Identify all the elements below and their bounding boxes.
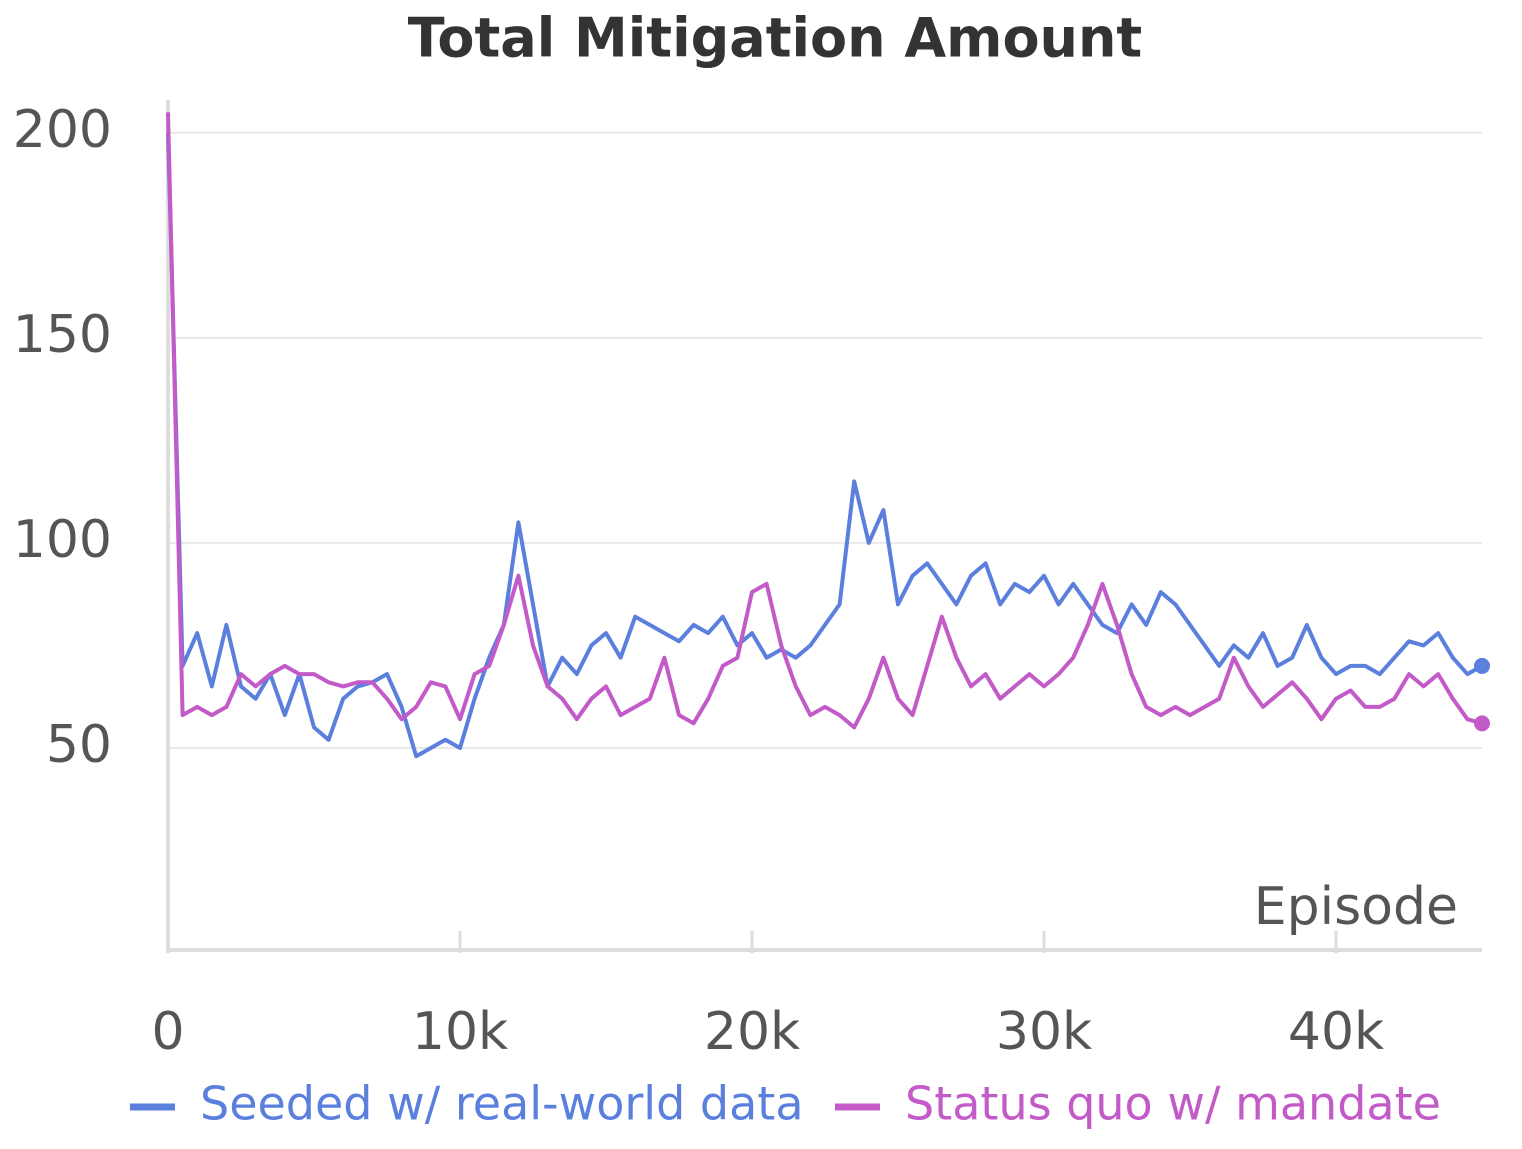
- x-tick-label: 40k: [1288, 1002, 1384, 1062]
- series-line: [166, 132, 1483, 759]
- y-tick-label: 150: [13, 305, 112, 365]
- y-tick-label: 100: [13, 510, 112, 570]
- end-point: [1474, 715, 1490, 732]
- y-tick-label: 200: [13, 100, 112, 160]
- series-line: [166, 112, 1483, 730]
- x-tick-label: 30k: [996, 1002, 1092, 1062]
- y-tick-label: 50: [46, 715, 112, 775]
- x-tick-label: 20k: [704, 1002, 800, 1062]
- x-tick-label: 10k: [412, 1002, 508, 1062]
- end-point: [1474, 657, 1490, 674]
- x-axis-label: Episode: [1254, 877, 1458, 937]
- legend-label: Seeded w/ real-world data: [200, 1077, 804, 1131]
- x-tick-label: 0: [151, 1002, 184, 1062]
- chart-title: Total Mitigation Amount: [408, 7, 1143, 70]
- legend-label: Status quo w/ mandate: [905, 1077, 1441, 1131]
